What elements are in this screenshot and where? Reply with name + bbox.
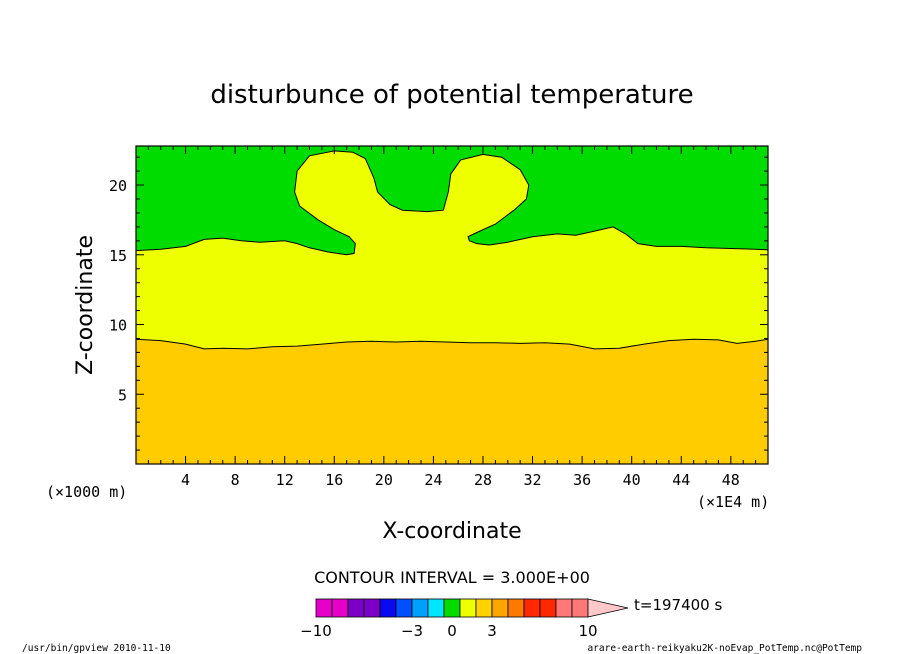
colorbar-cell (331, 598, 349, 618)
x-tick-label: 12 (276, 471, 294, 489)
x-tick-label: 24 (424, 471, 442, 489)
colorbar-cell (443, 598, 461, 618)
x-unit-left: (×1000 m) (46, 483, 127, 501)
x-tick-label: 4 (181, 471, 190, 489)
x-tick-label: 48 (722, 471, 740, 489)
colorbar-cell (539, 598, 557, 618)
colorbar-cell (395, 598, 413, 618)
colorbar-tick-label: −3 (401, 622, 423, 640)
x-tick-label: 40 (623, 471, 641, 489)
x-tick-label: 16 (325, 471, 343, 489)
colorbar-cell (459, 598, 477, 618)
x-tick-labels: 4 8 12 16 20 24 28 32 36 40 44 48 (181, 471, 740, 489)
y-tick-label: 15 (109, 247, 127, 265)
plot-frame (135, 145, 769, 465)
colorbar-cell (475, 598, 493, 618)
x-tick-label: 20 (375, 471, 393, 489)
colorbar-cell (379, 598, 397, 618)
time-label: t=197400 s (634, 596, 722, 614)
axis-ticks (136, 146, 768, 464)
colorbar-cell (523, 598, 541, 618)
x-tick-label: 32 (524, 471, 542, 489)
colorbar-tick-label: −10 (300, 622, 332, 640)
colorbar-cell (427, 598, 445, 618)
colorbar-arrow (587, 598, 629, 618)
y-tick-labels: 5 10 15 20 (109, 177, 127, 404)
y-tick-label: 20 (109, 177, 127, 195)
colorbar-tick-labels: −10 −3 0 3 10 (300, 622, 597, 640)
y-axis-label: Z-coordinate (73, 235, 98, 375)
y-tick-label: 5 (118, 386, 127, 404)
contour-line-upper (135, 150, 769, 256)
colorbar-cell (363, 598, 381, 618)
footer-right: arare-earth-reikyaku2K-noEvap_PotTemp.nc… (587, 643, 862, 654)
colorbar-cell (411, 598, 429, 618)
x-unit-right: (×1E4 m) (697, 493, 769, 511)
x-tick-label: 44 (672, 471, 690, 489)
colorbar-cell (491, 598, 509, 618)
x-tick-label: 8 (231, 471, 240, 489)
x-axis-label: X-coordinate (382, 519, 521, 544)
y-tick-label: 10 (109, 317, 127, 335)
region-lower-fill (136, 339, 768, 464)
colorbar (315, 598, 629, 618)
chart-title: disturbunce of potential temperature (210, 80, 693, 110)
colorbar-cell (507, 598, 525, 618)
contour-interval-label: CONTOUR INTERVAL = 3.000E+00 (314, 568, 590, 587)
colorbar-cell (571, 598, 589, 618)
colorbar-cell (315, 598, 333, 618)
colorbar-cell (555, 598, 573, 618)
x-tick-label: 28 (474, 471, 492, 489)
contour-line-lower (135, 338, 769, 350)
colorbar-tick-label: 3 (487, 622, 497, 640)
footer-left: /usr/bin/gpview 2010-11-10 (22, 643, 171, 654)
colorbar-tick-label: 10 (578, 622, 597, 640)
colorbar-cell (347, 598, 365, 618)
plot-area (135, 145, 769, 465)
x-tick-label: 36 (573, 471, 591, 489)
colorbar-tick-label: 0 (447, 622, 457, 640)
